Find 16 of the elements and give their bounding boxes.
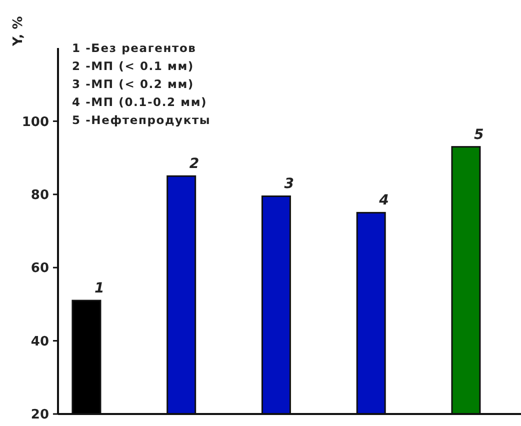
annotation: 1 -Без реагентов <box>72 41 196 56</box>
x-tick-label: 2 <box>189 156 200 172</box>
y-tick-label: 40 <box>30 334 49 350</box>
annotation: 4 -МП (0.1-0.2 мм) <box>72 95 208 110</box>
annotation: 3 -МП (< 0.2 мм) <box>72 77 194 92</box>
x-tick-label: 5 <box>474 126 484 143</box>
x-tick-label: 1 <box>94 280 104 297</box>
y-tick-label: 100 <box>22 114 49 130</box>
annotation: 2 -МП (< 0.1 мм) <box>72 59 194 74</box>
y-tick-label: 60 <box>30 261 49 276</box>
y-axis-title: Y, % <box>11 16 26 47</box>
x-tick-label: 4 <box>378 192 389 209</box>
y-tick-label: 80 <box>30 188 49 203</box>
annotation: 5 -Нефтепродукты <box>72 113 211 128</box>
y-tick-label: 20 <box>30 408 49 423</box>
x-tick-label: 3 <box>284 176 294 192</box>
